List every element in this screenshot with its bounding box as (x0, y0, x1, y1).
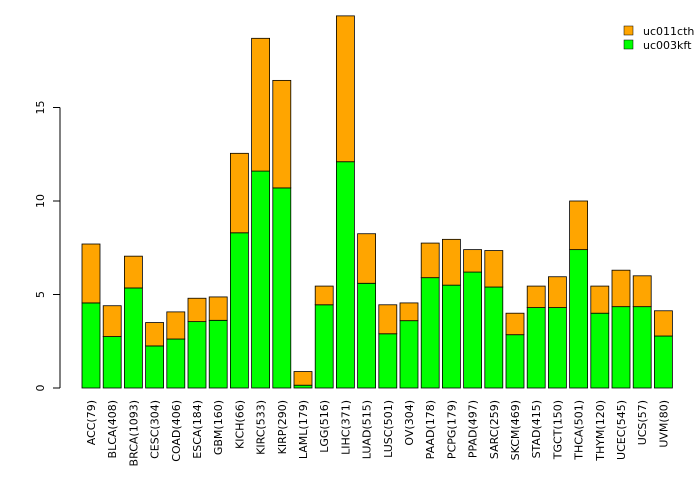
x-tick-label: ACC(79) (85, 400, 98, 445)
y-tick-label: 0 (34, 385, 47, 392)
bar-uc003kft-6 (208, 319, 228, 389)
bar-uc003kft-10 (293, 384, 313, 389)
bar-uc011cth-3 (145, 322, 165, 347)
legend-label-uc003kft: uc003kft (643, 39, 692, 52)
y-tick-label: 15 (34, 101, 47, 115)
x-tick-label: TGCT(150) (551, 400, 564, 460)
x-tick-label: UVM(80) (657, 400, 670, 448)
bar-uc011cth-27 (654, 310, 673, 337)
x-tick-label: KICH(66) (233, 400, 246, 449)
legend-swatch-uc003kft (623, 39, 634, 50)
bar-uc003kft-13 (357, 282, 377, 389)
bar-uc011cth-2 (124, 255, 143, 289)
bar-uc011cth-1 (102, 305, 122, 337)
x-tick-label: PCPG(179) (445, 400, 458, 459)
x-tick-label: THCA(501) (573, 400, 586, 461)
bar-uc003kft-15 (399, 320, 419, 389)
y-tick-label: 10 (34, 194, 47, 208)
bar-uc003kft-0 (81, 302, 101, 389)
bar-uc003kft-14 (378, 333, 398, 389)
x-tick-label: PAAD(178) (424, 400, 437, 459)
bar-uc011cth-23 (569, 200, 588, 251)
x-tick-label: SKCM(469) (509, 400, 522, 460)
bar-uc003kft-25 (611, 306, 631, 389)
bar-uc003kft-20 (505, 334, 525, 389)
bar-uc011cth-7 (229, 152, 249, 234)
bar-uc011cth-17 (441, 238, 461, 286)
x-tick-label: OV(304) (403, 400, 416, 446)
legend-label-uc011cth: uc011cth (643, 25, 694, 38)
bar-uc011cth-18 (463, 249, 483, 273)
bar-uc003kft-11 (314, 304, 334, 389)
bar-uc011cth-12 (335, 15, 355, 163)
x-tick-label: ESCA(184) (191, 400, 204, 459)
y-tick-label: 5 (34, 291, 47, 298)
bar-uc003kft-17 (441, 284, 461, 389)
x-tick-label: UCEC(545) (615, 400, 628, 460)
bars (81, 15, 673, 389)
bar-uc003kft-1 (102, 336, 122, 389)
bar-uc011cth-6 (208, 296, 228, 321)
x-tick-label: LAML(179) (297, 400, 310, 459)
legend-swatch-uc011cth (623, 25, 634, 36)
bar-uc003kft-4 (166, 338, 186, 389)
x-tick-label: PPAD(497) (467, 400, 480, 458)
x-tick-label: GBM(160) (212, 400, 225, 455)
bar-uc003kft-26 (632, 306, 652, 389)
x-tick-label: COAD(406) (170, 400, 183, 462)
x-tick-label: CESC(304) (149, 400, 162, 459)
x-tick-label: KIRP(290) (276, 400, 289, 454)
legend: uc011cth uc003kft (623, 25, 694, 52)
bar-uc011cth-4 (166, 311, 186, 340)
x-tick-label: SARC(259) (488, 400, 501, 459)
x-tick-label: LGG(516) (318, 400, 331, 453)
bar-uc011cth-13 (357, 233, 377, 284)
x-axis-labels: ACC(79) BLCA(408) BRCA(1093) CESC(304) COAD(… (85, 400, 670, 466)
bar-uc011cth-15 (399, 302, 419, 322)
x-tick-label: KIRC(533) (255, 400, 268, 455)
bar-uc011cth-21 (526, 285, 546, 308)
bar-uc011cth-26 (632, 275, 652, 308)
bar-uc003kft-27 (654, 335, 673, 389)
x-tick-label: THYM(120) (594, 400, 607, 462)
bar-uc003kft-8 (251, 170, 271, 389)
bar-uc003kft-16 (420, 277, 440, 389)
x-tick-label: LIHC(371) (339, 400, 352, 455)
x-tick-label: BLCA(408) (106, 400, 119, 458)
bar-uc011cth-20 (505, 312, 525, 336)
bar-uc003kft-24 (590, 312, 610, 389)
bar-uc011cth-10 (293, 371, 313, 386)
x-tick-label: UCS(57) (636, 400, 649, 445)
bar-uc003kft-23 (569, 249, 588, 389)
bar-uc003kft-2 (124, 287, 143, 389)
bar-uc003kft-7 (229, 232, 249, 389)
bar-uc003kft-3 (145, 345, 165, 389)
bar-uc003kft-9 (272, 187, 292, 389)
bar-uc003kft-18 (463, 271, 483, 389)
bar-uc011cth-16 (420, 242, 440, 279)
bar-uc011cth-19 (484, 250, 504, 288)
bar-uc011cth-11 (314, 285, 334, 306)
bar-uc011cth-14 (378, 304, 398, 335)
y-axis: 0 5 10 15 (34, 101, 61, 392)
bar-uc003kft-19 (484, 286, 504, 389)
bar-uc003kft-21 (526, 307, 546, 389)
bar-uc003kft-5 (187, 321, 207, 389)
bar-uc011cth-9 (272, 79, 292, 189)
x-tick-label: STAD(415) (530, 400, 543, 458)
x-tick-label: LUSC(501) (382, 400, 395, 458)
bar-uc003kft-12 (335, 161, 355, 389)
bar-uc011cth-0 (81, 243, 101, 304)
bar-uc011cth-22 (548, 276, 567, 308)
bar-uc011cth-8 (251, 37, 271, 172)
bar-uc011cth-5 (187, 297, 207, 323)
x-tick-label: LUAD(515) (361, 400, 374, 459)
bar-uc003kft-22 (548, 307, 567, 389)
x-tick-label: BRCA(1093) (127, 400, 140, 466)
bar-uc011cth-24 (590, 285, 610, 314)
bar-uc011cth-25 (611, 269, 631, 308)
